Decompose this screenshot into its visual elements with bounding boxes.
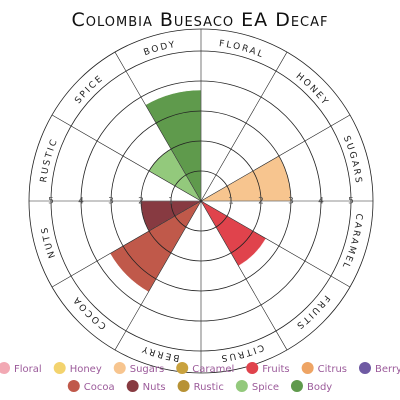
legend-marker — [113, 362, 126, 374]
r-tick-label: 3 — [288, 197, 294, 207]
category-label: Body — [143, 40, 178, 58]
legend-label: Spice — [252, 382, 279, 393]
spoke — [114, 200, 202, 351]
legend-marker — [53, 362, 66, 374]
legend-item: Floral — [0, 362, 42, 375]
legend-label: Nuts — [143, 382, 166, 393]
spoke — [200, 200, 351, 288]
category-label: Caramel — [339, 213, 363, 271]
legend-item: Fruits — [246, 362, 290, 375]
spoke — [200, 51, 288, 202]
r-tick-label: 5 — [48, 197, 54, 207]
spoke — [200, 200, 288, 351]
category-label-path: Rustic — [39, 137, 58, 183]
category-label: Honey — [294, 71, 331, 108]
legend-item: Rustic — [177, 380, 224, 393]
legend-marker — [177, 380, 190, 392]
chart-title: Colombia Buesaco EA Decaf — [71, 9, 328, 31]
spoke — [200, 114, 351, 202]
category-label: Nuts — [40, 225, 58, 259]
legend-label: Honey — [70, 364, 102, 375]
legend-marker — [176, 362, 189, 374]
legend-marker — [0, 362, 11, 374]
r-tick-label: 1 — [168, 197, 174, 207]
category-label-path: Nuts — [40, 225, 56, 259]
category-label-path: Floral — [218, 39, 263, 61]
r-tick-label: 4 — [78, 197, 84, 207]
category-label-path: Body — [143, 40, 176, 58]
legend-label: Fruits — [262, 364, 289, 375]
legend-label: Caramel — [192, 364, 234, 375]
r-tick-label: 1 — [228, 197, 234, 207]
r-tick-label: 2 — [258, 197, 264, 207]
legend-item: Sugars — [113, 362, 164, 375]
category-label: Cocoa — [71, 293, 109, 331]
category-label: Fruits — [293, 293, 331, 331]
legend-label: Cocoa — [84, 382, 115, 393]
category-label-path: Caramel — [339, 213, 361, 271]
legend-item: Body — [290, 380, 332, 393]
spoke — [114, 51, 202, 202]
legend-label: Rustic — [194, 382, 224, 393]
wedge — [200, 155, 292, 202]
category-label-path: Citrus — [219, 342, 263, 363]
r-tick-label: 5 — [348, 197, 354, 207]
legend-marker — [290, 380, 303, 392]
spoke — [51, 200, 202, 288]
wedge — [200, 200, 267, 267]
legend-item: Citrus — [301, 362, 347, 375]
legend-item: Honey — [53, 362, 102, 375]
legend-marker — [301, 362, 314, 374]
legend-marker — [235, 380, 248, 392]
category-label-path: Cocoa — [71, 293, 107, 331]
category-label-path: Sugars — [341, 135, 361, 186]
legend-item: Berry — [358, 362, 400, 375]
legend-marker — [246, 362, 259, 374]
category-label: Sugars — [341, 135, 363, 186]
legend-label: Body — [307, 382, 332, 393]
legend-label: Berry — [375, 364, 400, 375]
legend-label: Floral — [14, 364, 42, 375]
category-label-path: Fruits — [293, 293, 329, 331]
legend-label: Sugars — [130, 364, 164, 375]
legend-marker — [358, 362, 371, 374]
legend-marker — [126, 380, 139, 392]
legend-item: Spice — [235, 380, 279, 393]
category-label: Citrus — [219, 342, 265, 363]
legend-item: Nuts — [126, 380, 166, 393]
legend-item: Cocoa — [67, 380, 115, 393]
legend-item: Caramel — [176, 362, 234, 375]
legend-marker — [67, 380, 80, 392]
category-label-path: Honey — [294, 71, 329, 108]
category-label: Floral — [218, 39, 265, 61]
r-tick-label: 4 — [318, 197, 324, 207]
category-label: Rustic — [39, 137, 60, 183]
legend-label: Citrus — [318, 364, 347, 375]
spoke — [51, 114, 202, 202]
r-tick-label: 2 — [138, 197, 144, 207]
r-tick-label: 3 — [108, 197, 114, 207]
